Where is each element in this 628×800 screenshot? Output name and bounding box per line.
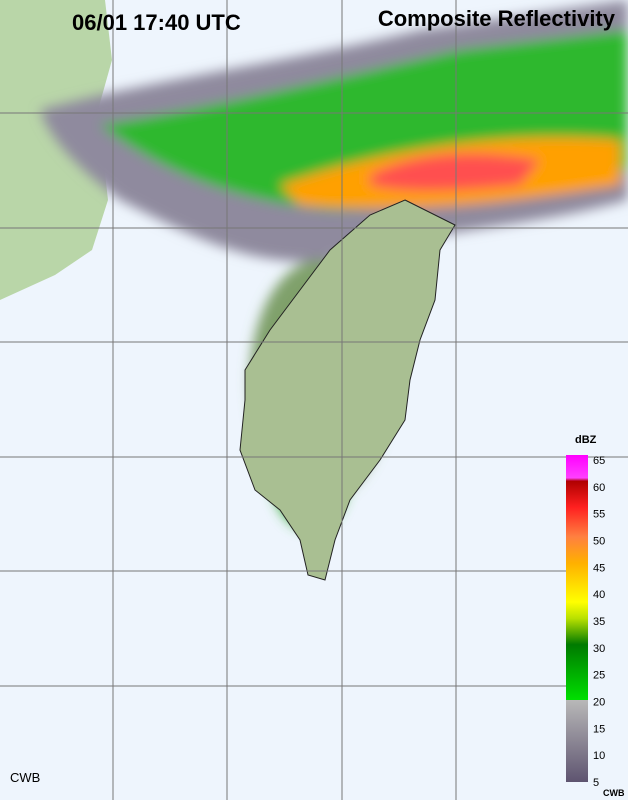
legend-unit: dBZ	[575, 434, 597, 446]
legend-tick-label: 65	[593, 455, 605, 467]
legend-tick-label: 45	[593, 562, 605, 574]
legend-tick-label: 25	[593, 670, 605, 682]
legend-credit: CWB	[603, 788, 625, 798]
timestamp: 06/01 17:40 UTC	[72, 10, 241, 35]
colorbar	[566, 455, 588, 782]
legend-tick-label: 5	[593, 777, 599, 789]
legend-tick-label: 15	[593, 723, 605, 735]
legend-tick-label: 30	[593, 643, 605, 655]
legend-tick-label: 50	[593, 536, 605, 548]
mainland-coast	[0, 0, 112, 300]
legend-tick-label: 20	[593, 697, 605, 709]
taiwan-island	[239, 199, 456, 581]
legend-tick-label: 40	[593, 589, 605, 601]
legend-tick-label: 10	[593, 750, 605, 762]
legend-tick-label: 55	[593, 509, 605, 521]
footer-credit: CWB	[10, 770, 40, 785]
legend-tick-label: 60	[593, 482, 605, 494]
legend-tick-label: 35	[593, 616, 605, 628]
map-title: Composite Reflectivity	[378, 6, 616, 31]
